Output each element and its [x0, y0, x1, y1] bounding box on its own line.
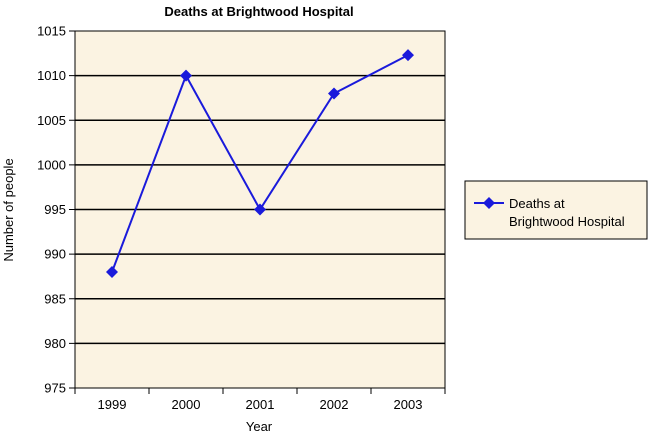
y-tick-label: 985	[44, 291, 66, 306]
y-tick-label: 1005	[37, 113, 66, 128]
data-point-marker	[180, 69, 192, 82]
x-axis-label: Year	[246, 419, 273, 434]
y-tick-label: 1010	[37, 68, 66, 83]
x-tick-label: 1999	[98, 397, 127, 412]
y-tick-label: 1015	[37, 24, 66, 39]
y-tick-label: 980	[44, 336, 66, 351]
data-point-marker	[254, 203, 266, 216]
legend-box	[464, 180, 648, 240]
series-layer	[106, 49, 414, 278]
x-axis: 1999 2000 2001 2002 2003	[74, 388, 446, 412]
data-point-marker	[402, 49, 414, 62]
y-axis-label: Number of people	[1, 158, 16, 261]
x-tick-label: 2003	[394, 397, 423, 412]
y-tick-label: 975	[44, 381, 66, 396]
legend: Deaths at Brightwood Hospital	[464, 180, 648, 240]
x-tick-label: 2002	[320, 397, 349, 412]
x-tick-label: 2001	[246, 397, 275, 412]
legend-diamond-icon	[483, 197, 495, 209]
y-tick-label: 1000	[37, 157, 66, 172]
data-point-marker	[106, 265, 118, 278]
y-tick-label: 990	[44, 247, 66, 262]
x-tick-label: 2000	[172, 397, 201, 412]
y-tick-label: 995	[44, 202, 66, 217]
y-axis: 975 980 985 990 995 1000 1005 1010 1015	[37, 24, 75, 396]
chart-title: Deaths at Brightwood Hospital	[164, 4, 353, 19]
legend-label-line-1: Deaths at	[509, 196, 565, 211]
gridlines	[75, 74, 445, 345]
legend-label-line-2: Brightwood Hospital	[509, 214, 625, 229]
data-point-marker	[328, 87, 340, 100]
